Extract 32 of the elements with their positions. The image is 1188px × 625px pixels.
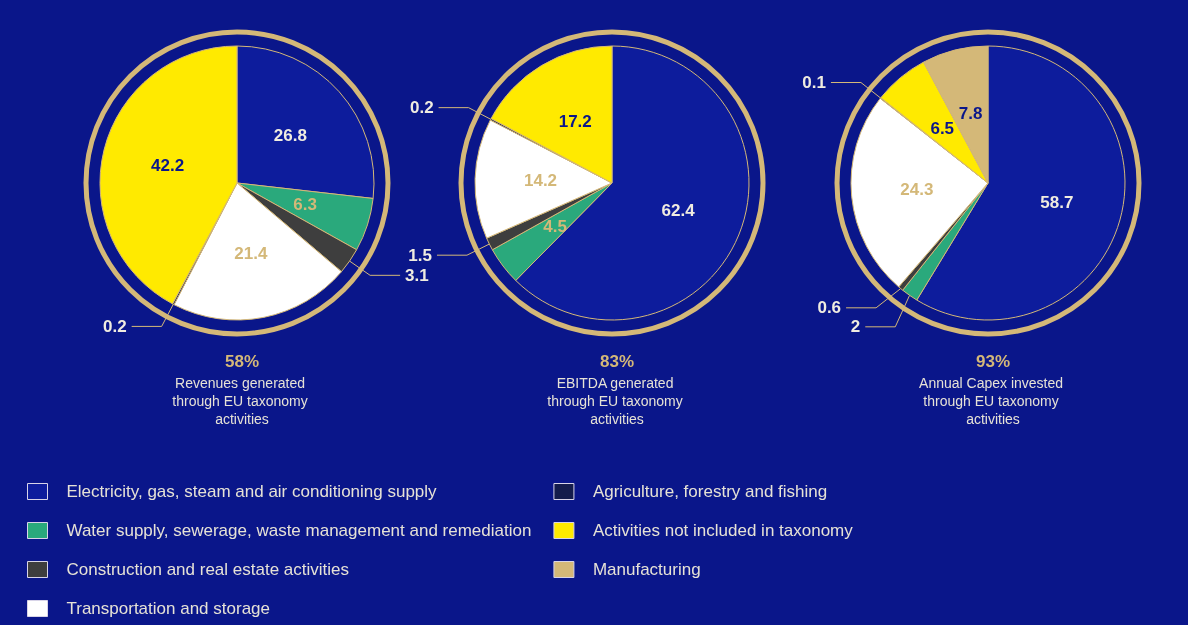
slice-label: Annual Capex invested through EU taxonomy activities (919, 375, 1067, 427)
data-label: 0.2 (103, 316, 127, 336)
data-label: 0.2 (409, 98, 434, 118)
data-label: 62.4 (661, 200, 696, 220)
text: 93% (975, 352, 1011, 371)
data-label: 1.5 (408, 245, 432, 265)
data-label: 42.2 (151, 156, 185, 176)
data-label: 7.8 (958, 104, 983, 124)
text: 83% (599, 352, 635, 371)
data-label: 6.5 (930, 118, 955, 138)
data-label: 14.2 (523, 171, 558, 191)
slice-label: EBITDA generated through EU taxonomy activities (547, 375, 687, 427)
data-label: 6.3 (293, 195, 317, 215)
data-label: 3.1 (405, 265, 429, 285)
data-label: 17.2 (558, 112, 592, 132)
data-label: 2 (850, 317, 861, 337)
legend-label: Water supply, sewerage, waste management and remediation (66, 521, 532, 540)
legend-label: Manufacturing (592, 560, 701, 579)
legend-label: Electricity, gas, steam and air conditioning supply (66, 482, 438, 501)
slice-label: Revenues generated through EU taxonomy activities (172, 375, 312, 427)
data-label: 26.8 (273, 125, 307, 145)
data-label: 0.1 (802, 73, 826, 93)
data-label: 4.5 (543, 216, 567, 236)
data-label: 24.3 (900, 180, 934, 200)
data-label: 21.4 (234, 243, 268, 263)
legend-label: Transportation and storage (66, 599, 270, 618)
data-label: 0.6 (817, 298, 842, 318)
text: 58% (224, 352, 260, 371)
data-label: 58.7 (1040, 192, 1074, 212)
legend-label: Activities not included in taxonomy (592, 521, 854, 540)
legend-label: Agriculture, forestry and fishing (592, 482, 828, 501)
legend-label: Construction and real estate activities (66, 560, 350, 579)
